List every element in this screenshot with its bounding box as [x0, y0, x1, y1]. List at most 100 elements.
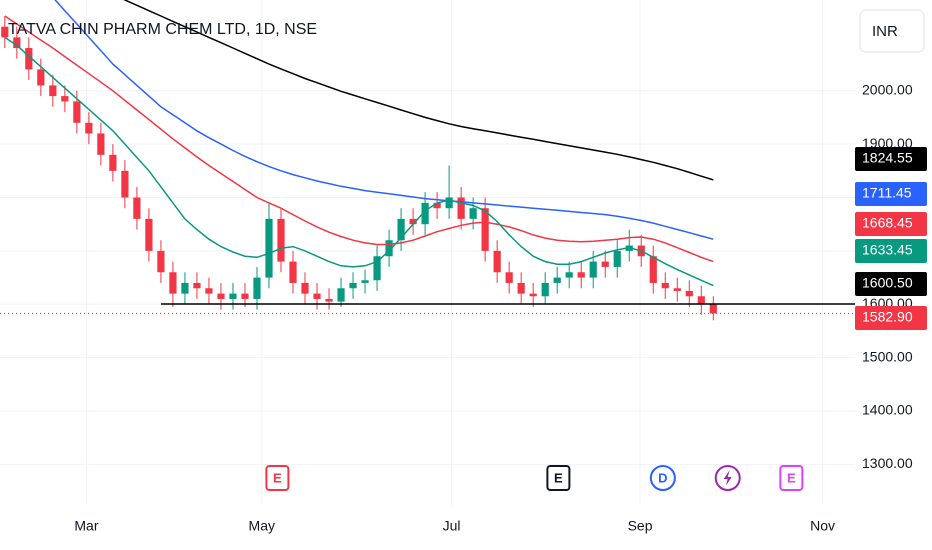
candle-body	[505, 272, 513, 283]
candle-body	[229, 293, 237, 299]
candle-body	[181, 282, 189, 294]
y-tick-label: 1900.00	[862, 135, 913, 151]
price-badge-label: 1582.90	[862, 309, 913, 325]
candle-body	[1, 26, 9, 38]
candle-body	[397, 218, 405, 241]
event-icon	[723, 470, 732, 486]
candle-body	[697, 296, 705, 305]
event-label: E	[554, 470, 563, 485]
currency-button[interactable]	[859, 9, 925, 53]
event-label: E	[273, 470, 282, 485]
x-tick-label: May	[249, 518, 275, 534]
x-tick-label: Mar	[74, 518, 98, 534]
candle-body	[385, 240, 393, 257]
candle-body	[421, 202, 429, 225]
candle-body	[217, 293, 225, 299]
candle-body	[601, 261, 609, 267]
event-marker	[265, 465, 290, 491]
y-tick-label: 1500.00	[862, 348, 913, 364]
candle-body	[25, 48, 33, 70]
currency-label[interactable]: INR	[872, 23, 898, 40]
price-badge	[855, 147, 927, 171]
overlay: 1824.55 1711.45 1668.45 1633.45 1600.50 1582.…	[265, 147, 927, 491]
x-tick-label: Nov	[810, 518, 835, 534]
price-badge-label: 1668.45	[862, 215, 913, 231]
candle-body	[37, 69, 45, 86]
candle-body	[73, 101, 81, 123]
candle-body	[469, 208, 477, 219]
candle-body	[541, 282, 549, 297]
candle-body	[709, 304, 717, 314]
y-tick-label: 1400.00	[862, 402, 913, 418]
candle-body	[157, 250, 165, 273]
candle-body	[97, 133, 105, 155]
price-badge-label: 1711.45	[862, 185, 912, 201]
price-badge	[855, 239, 927, 263]
candle-body	[241, 293, 249, 299]
moving-average-line	[123, 0, 714, 181]
y-tick-label: 1300.00	[862, 455, 913, 471]
grid: 1300.001400.001500.001600.001700.001800.…	[0, 0, 913, 534]
candle-body	[253, 277, 261, 299]
candle-body	[289, 261, 297, 283]
candle-body	[145, 218, 153, 251]
candle-body	[661, 282, 669, 289]
candle-body	[361, 280, 369, 283]
event-marker	[779, 465, 804, 491]
moving-average-line	[4, 36, 714, 287]
x-tick-label: Jul	[443, 518, 461, 534]
candle-body	[109, 154, 117, 171]
candle-body	[613, 250, 621, 267]
candle-body	[589, 261, 597, 278]
price-badge	[855, 306, 927, 330]
price-badge-label: 1633.45	[862, 242, 913, 258]
candle-body	[325, 298, 333, 302]
event-marker	[546, 465, 571, 491]
candle-body	[49, 85, 57, 97]
candle-body	[493, 250, 501, 273]
candle-body	[61, 96, 69, 102]
price-badge	[855, 212, 927, 236]
candle-body	[685, 290, 693, 297]
candle-body	[517, 282, 525, 294]
candle-body	[673, 288, 681, 291]
moving-average-line	[54, 0, 714, 240]
candle-body	[349, 282, 357, 289]
candle-body	[577, 272, 585, 278]
candle-body	[193, 282, 201, 289]
candle-body	[553, 277, 561, 283]
candle-body	[133, 197, 141, 219]
event-marker	[649, 465, 676, 491]
moving-average-line	[4, 15, 714, 263]
price-badge	[855, 272, 927, 296]
candle-body	[85, 122, 93, 134]
price-badge	[855, 182, 927, 206]
candle-body	[433, 202, 441, 209]
candle-body	[169, 272, 177, 294]
candle-body	[409, 218, 417, 225]
candle-body	[565, 272, 573, 278]
candle-body	[277, 218, 285, 262]
candle-body	[13, 37, 21, 49]
x-tick-label: Sep	[628, 518, 653, 534]
chart-title: TATVA CHIN PHARM CHEM LTD, 1D, NSE	[8, 21, 317, 38]
candle-body	[337, 288, 345, 302]
plot-area	[0, 0, 855, 321]
candle-body	[301, 282, 309, 294]
candle-body	[313, 293, 321, 299]
candle-body	[457, 197, 465, 219]
candle-body	[121, 170, 129, 198]
candle-body	[529, 293, 537, 297]
candle-body	[445, 197, 453, 209]
candle-body	[481, 208, 489, 251]
candle-body	[649, 256, 657, 283]
candle-body	[265, 218, 273, 278]
price-badge-label: 1600.50	[862, 275, 913, 291]
event-label: D	[658, 470, 667, 485]
y-tick-label: 2000.00	[862, 81, 913, 97]
candle-body	[373, 256, 381, 281]
event-label: E	[787, 470, 796, 485]
candle-body	[205, 288, 213, 294]
price-badge-label: 1824.55	[862, 150, 913, 166]
